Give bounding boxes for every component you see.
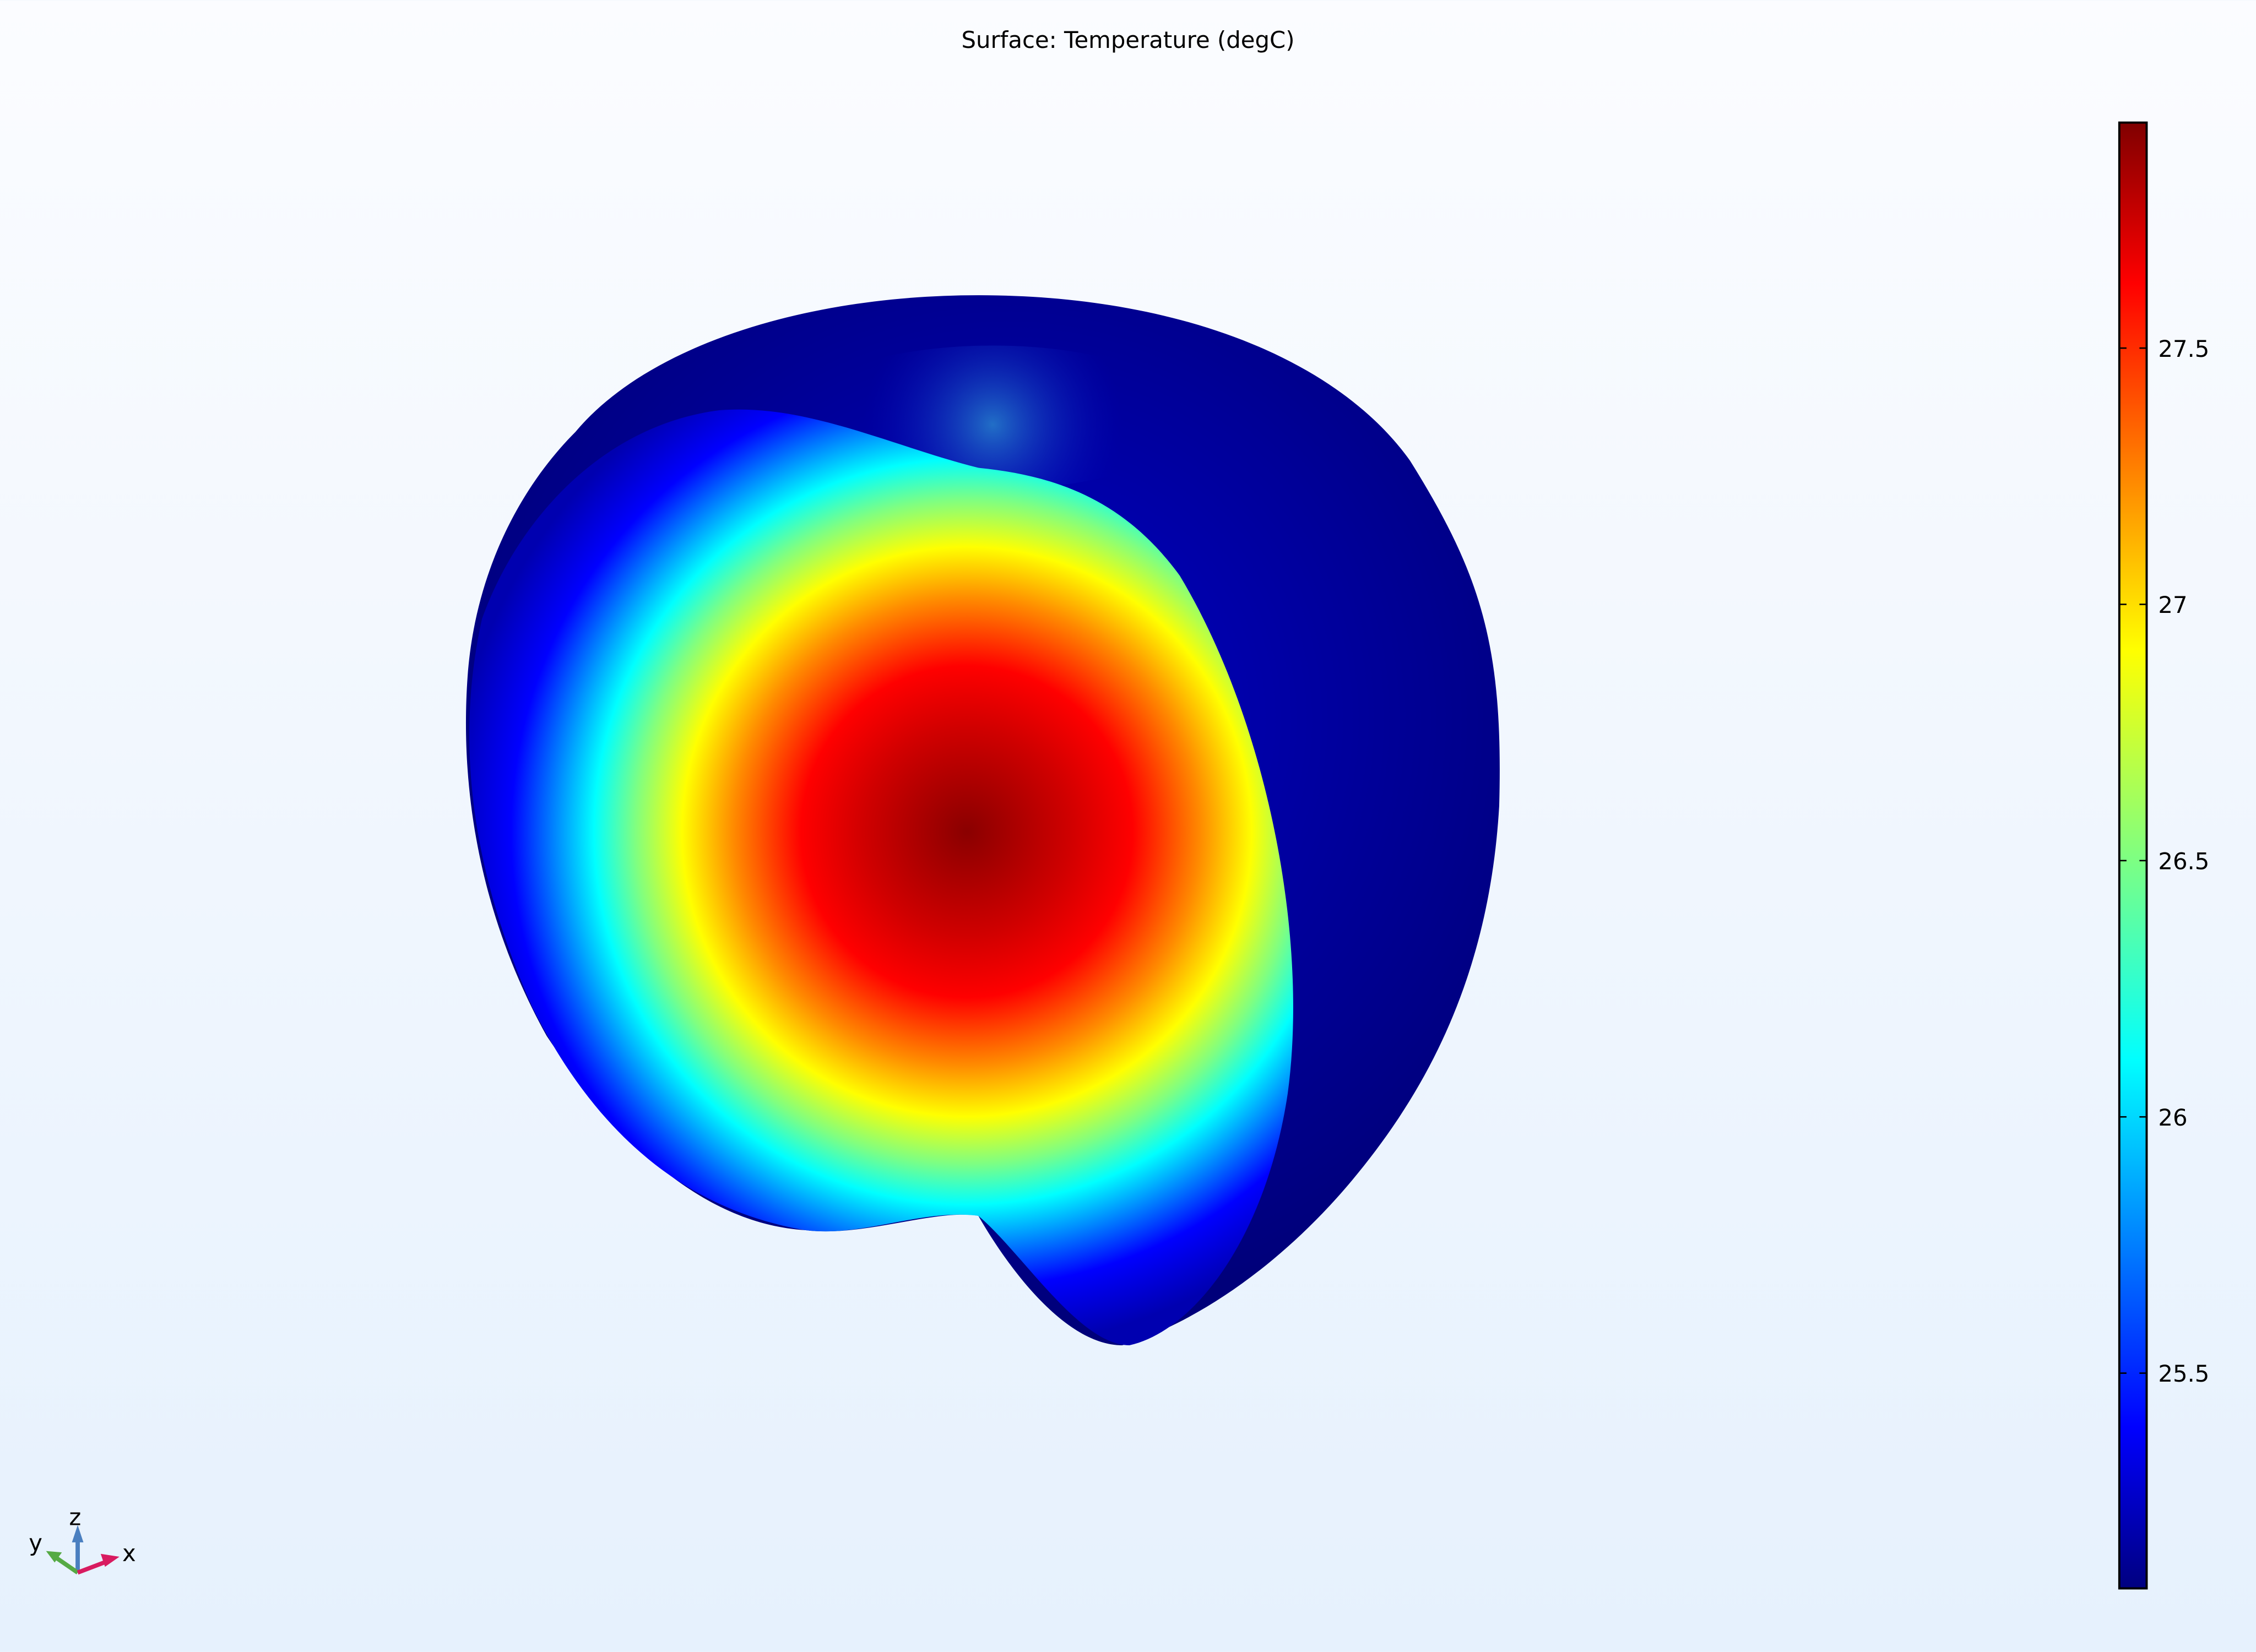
colorbar: 25.5 26 26.5 27 27.5 <box>2118 121 2209 1590</box>
colorbar-gradient <box>2118 121 2148 1590</box>
x-axis-label: x <box>122 1540 136 1567</box>
y-axis-label: y <box>29 1530 42 1557</box>
z-arrowhead <box>72 1525 84 1542</box>
y-axis-arrow <box>53 1555 79 1574</box>
colorbar-tick-label: 27 <box>2158 591 2187 618</box>
colorbar-tick-label: 26 <box>2158 1104 2187 1131</box>
y-arrowhead <box>46 1551 62 1563</box>
x-arrowhead <box>100 1553 120 1567</box>
axes-triad: z y x <box>29 1504 136 1575</box>
z-axis-label: z <box>69 1504 81 1531</box>
colorbar-tick-label: 25.5 <box>2158 1360 2209 1387</box>
plot-title: Surface: Temperature (degC) <box>962 26 1295 53</box>
colorbar-tick-label: 27.5 <box>2158 335 2209 362</box>
x-axis-arrow <box>77 1559 109 1575</box>
cut-face <box>469 409 1293 1346</box>
temperature-surface <box>465 295 1500 1346</box>
colorbar-tick-label: 26.5 <box>2158 848 2209 875</box>
